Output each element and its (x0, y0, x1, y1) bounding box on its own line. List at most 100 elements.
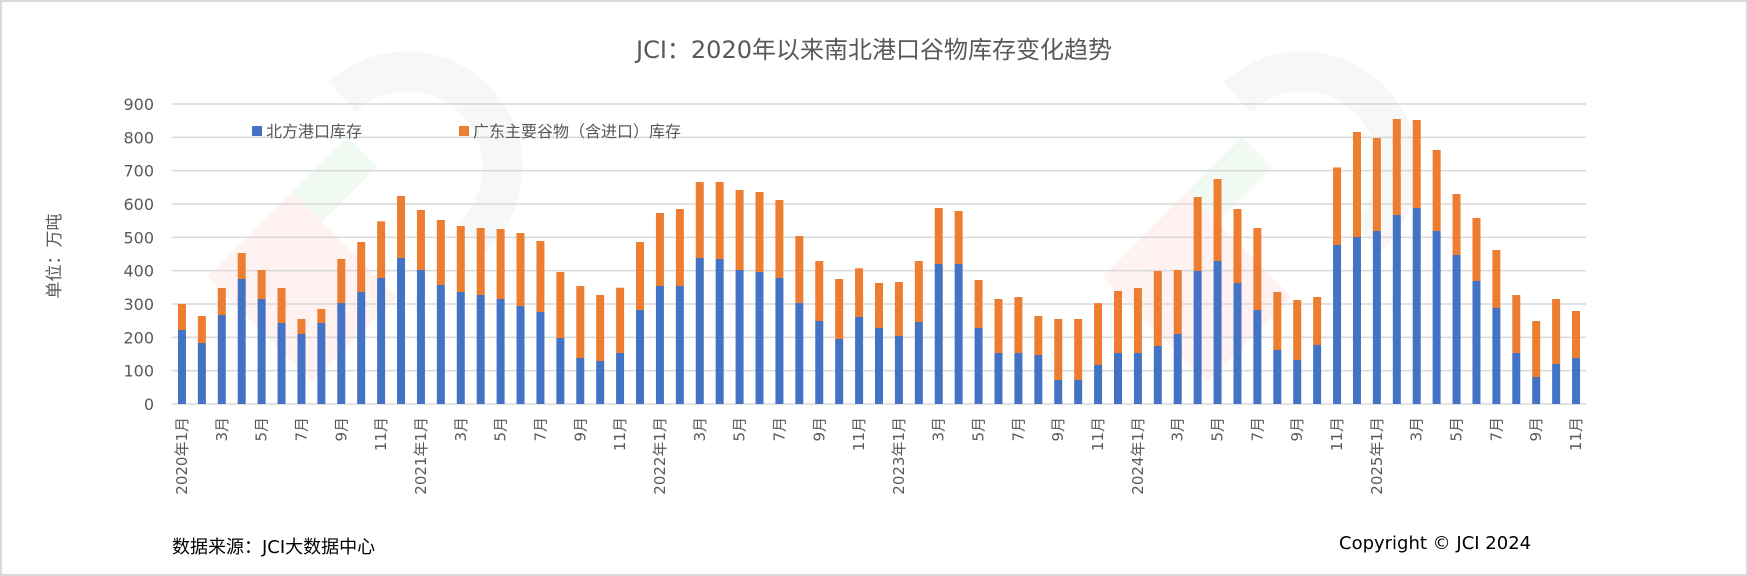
x-tick-label: 7月 (1248, 417, 1266, 442)
bar-south (1492, 250, 1501, 308)
legend-swatch-north (252, 126, 262, 136)
bar-north (954, 264, 963, 404)
x-tick-label: 3月 (691, 417, 709, 442)
bar-north (815, 321, 824, 404)
bar-north (496, 299, 505, 404)
bar-south (377, 221, 386, 278)
bar-south (317, 309, 326, 323)
bar-south (636, 242, 645, 310)
bar-south (835, 279, 844, 339)
x-tick-label: 3月 (1169, 417, 1187, 442)
watermark-arc-gray (328, 51, 523, 252)
bar-south (556, 272, 565, 338)
y-tick-label: 600 (123, 195, 154, 214)
watermark-arc-gray-2 (1223, 51, 1418, 252)
bar-north (755, 272, 764, 404)
bar-north (1432, 231, 1441, 404)
bar-north (675, 286, 684, 404)
legend-swatch-south (459, 126, 469, 136)
legend-label-north: 北方港口库存 (266, 122, 362, 141)
bar-south (1293, 300, 1302, 360)
y-tick-label: 700 (123, 162, 154, 181)
bar-north (695, 258, 704, 404)
bar-south (914, 261, 923, 322)
bar-north (1333, 245, 1342, 404)
bar-south (1094, 303, 1103, 365)
bar-north (974, 328, 983, 404)
bar-south (1572, 311, 1581, 358)
y-tick-label: 100 (123, 362, 154, 381)
bar-north (277, 323, 286, 404)
bar-south (1233, 209, 1242, 283)
x-tick-label: 5月 (970, 417, 988, 442)
bar-south (775, 200, 784, 278)
y-tick-label: 800 (123, 128, 154, 147)
x-tick-label: 2023年1月 (890, 417, 908, 495)
bar-north (655, 286, 664, 404)
bar-north (1034, 355, 1043, 404)
x-tick-label: 11月 (1089, 417, 1107, 451)
bar-north (1094, 365, 1103, 404)
x-tick-label: 2024年1月 (1129, 417, 1147, 495)
bar-south (974, 280, 983, 328)
x-tick-label: 5月 (492, 417, 510, 442)
x-tick-label: 11月 (1567, 417, 1585, 451)
bar-north (317, 323, 326, 404)
x-tick-label: 5月 (1209, 417, 1227, 442)
data-source-note: 数据来源：JCI大数据中心 (172, 537, 375, 558)
x-tick-label: 2021年1月 (412, 417, 430, 495)
bar-south (954, 211, 963, 264)
bar-north (1273, 350, 1282, 404)
bar-north (596, 361, 605, 404)
bar-south (795, 236, 804, 303)
bar-north (1213, 261, 1222, 404)
bar-south (257, 270, 266, 299)
bar-north (257, 299, 266, 404)
legend: 北方港口库存 广东主要谷物（含进口）库存 (252, 122, 681, 141)
bar-south (735, 190, 744, 270)
bar-south (715, 182, 724, 259)
bar-south (1273, 292, 1282, 350)
bar-north (855, 317, 864, 404)
bar-south (616, 287, 625, 353)
bar-north (516, 306, 525, 404)
bar-north (476, 295, 485, 404)
bar-north (1492, 308, 1501, 404)
bar-south (337, 259, 346, 303)
bar-south (1054, 319, 1063, 380)
copyright-note: Copyright © JCI 2024 (1339, 533, 1531, 554)
bar-north (934, 264, 943, 404)
x-tick-label: 11月 (372, 417, 390, 451)
bar-south (675, 209, 684, 286)
legend-item-south: 广东主要谷物（含进口）库存 (459, 122, 681, 141)
bar-south (1552, 299, 1561, 364)
x-tick-label: 2025年1月 (1368, 417, 1386, 495)
x-tick-label: 11月 (611, 417, 629, 451)
bar-north (536, 312, 545, 404)
bar-south (197, 316, 206, 343)
bar-north (357, 292, 366, 404)
bar-south (855, 268, 864, 317)
y-tick-label: 300 (123, 295, 154, 314)
bar-north (636, 310, 645, 404)
bar-north (297, 334, 306, 404)
bar-north (1452, 255, 1461, 404)
bar-north (1293, 360, 1302, 404)
bar-south (1532, 321, 1541, 377)
bar-north (1173, 334, 1182, 404)
bar-north (1014, 353, 1023, 404)
y-tick-label: 400 (123, 262, 154, 281)
watermark-mark-green (292, 137, 377, 222)
legend-item-north: 北方港口库存 (252, 122, 362, 141)
bar-north (914, 322, 923, 404)
x-tick-label: 3月 (930, 417, 948, 442)
bar-north (1532, 377, 1541, 404)
bar-south (416, 210, 425, 270)
bar-south (894, 282, 903, 336)
bar-south (357, 242, 366, 292)
x-tick-label: 2020年1月 (173, 417, 191, 495)
bar-north (1074, 380, 1083, 404)
x-axis-ticks: 2020年1月 3月 5月 7月 9月 11月 2021年1月 3月 5月 7月 9月 11月 2022… (173, 417, 1585, 495)
bar-south (1372, 138, 1381, 231)
